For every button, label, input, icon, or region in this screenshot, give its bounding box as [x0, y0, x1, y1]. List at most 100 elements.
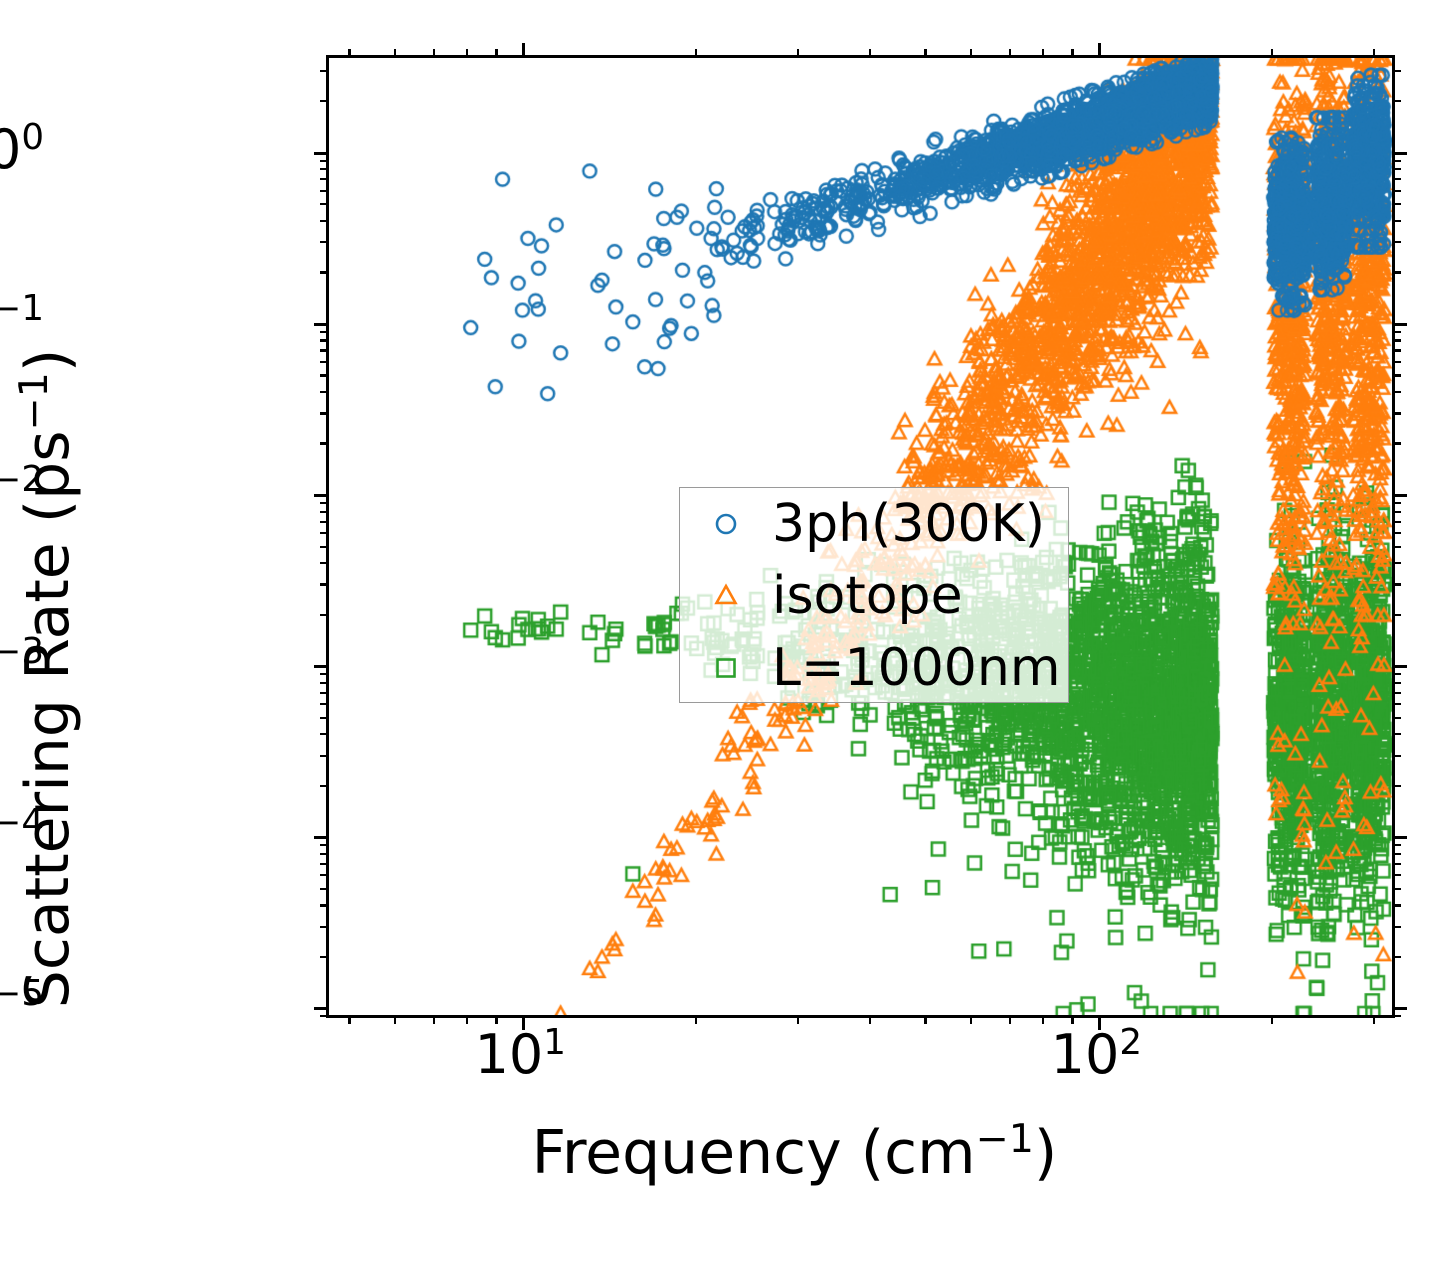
y-minor-tick-right — [1392, 852, 1401, 856]
y-minor-tick-right — [1392, 925, 1401, 928]
y-minor-tick — [320, 390, 329, 394]
legend-label-length: L=1000nm — [772, 638, 1061, 698]
y-major-tick-right — [1392, 493, 1407, 497]
y-minor-tick-right — [1392, 100, 1401, 103]
x-minor-tick-top — [1372, 49, 1375, 58]
y-minor-tick-right — [1392, 374, 1401, 377]
x-minor-tick — [1372, 1015, 1375, 1024]
y-tick-label: 10−4 — [0, 804, 44, 862]
y-minor-tick — [320, 271, 329, 274]
y-minor-tick-right — [1392, 189, 1401, 192]
x-tick-label: 101 — [475, 1025, 566, 1082]
y-minor-tick — [320, 545, 329, 548]
y-minor-tick-right — [1392, 330, 1401, 333]
legend-entry-isotope[interactable]: isotope — [680, 560, 1068, 632]
y-minor-tick — [320, 733, 329, 736]
y-minor-tick-right — [1392, 219, 1401, 222]
y-axis-title-close: ) — [13, 348, 83, 373]
y-minor-tick-right — [1392, 583, 1401, 586]
y-minor-tick — [320, 874, 329, 877]
y-tick-exponent: −3 — [0, 630, 44, 672]
x-minor-tick-top — [1271, 49, 1274, 58]
y-minor-tick — [320, 887, 329, 890]
y-minor-tick — [320, 716, 329, 719]
y-minor-tick — [320, 862, 329, 865]
x-minor-tick-top — [1041, 49, 1045, 58]
y-minor-tick — [320, 412, 329, 415]
y-minor-tick-right — [1392, 178, 1401, 181]
x-minor-tick — [924, 1015, 927, 1024]
x-minor-tick — [495, 1015, 498, 1024]
y-major-tick-right — [1392, 665, 1407, 669]
x-minor-tick-top — [970, 49, 973, 58]
legend-entry-length[interactable]: L=1000nm — [680, 632, 1068, 704]
x-tick-exponent: 1 — [543, 1022, 566, 1063]
x-minor-tick — [868, 1015, 871, 1024]
x-major-tick-top — [1097, 43, 1101, 58]
x-minor-tick — [393, 1015, 397, 1024]
x-minor-tick-top — [868, 49, 871, 58]
y-minor-tick-right — [1392, 703, 1401, 706]
y-minor-tick-right — [1392, 716, 1401, 719]
legend-entry-3ph[interactable]: 3ph(300K) — [680, 488, 1068, 560]
x-tick-label: 102 — [1051, 1025, 1142, 1082]
x-major-tick-top — [521, 43, 525, 58]
y-tick-label: 10−3 — [0, 633, 44, 691]
y-major-tick — [314, 665, 329, 669]
x-minor-tick — [1071, 1015, 1074, 1024]
x-axis-title-exponent: −1 — [975, 1116, 1034, 1162]
y-minor-tick — [320, 510, 329, 513]
y-minor-tick-right — [1392, 681, 1401, 684]
y-minor-tick-right — [1392, 271, 1401, 274]
y-tick-exponent: −2 — [0, 459, 44, 501]
x-minor-tick — [1271, 1015, 1274, 1024]
legend-label-3ph: 3ph(300K) — [772, 494, 1045, 554]
y-minor-tick-right — [1392, 510, 1401, 513]
y-minor-tick — [320, 178, 329, 181]
y-tick-label: 10−2 — [0, 462, 44, 519]
y-minor-tick-right — [1392, 1015, 1401, 1018]
y-minor-tick — [320, 703, 329, 706]
y-minor-tick-right — [1392, 442, 1401, 445]
y-major-tick-right — [1392, 322, 1407, 326]
y-tick-exponent: −5 — [0, 972, 44, 1014]
x-minor-tick — [695, 1015, 698, 1024]
y-minor-tick — [320, 925, 329, 928]
y-minor-tick — [320, 784, 329, 787]
y-major-tick — [314, 322, 329, 326]
y-minor-tick — [320, 339, 329, 342]
y-minor-tick-right — [1392, 955, 1401, 959]
y-minor-tick — [320, 349, 329, 352]
y-minor-tick — [320, 360, 329, 363]
plot-axes: 3ph(300K) isotope L=1000nm — [314, 43, 1407, 1030]
square-open-icon — [680, 648, 772, 688]
y-minor-tick — [320, 168, 329, 171]
circle-open-icon — [680, 504, 772, 544]
x-minor-tick-top — [796, 49, 799, 58]
y-minor-tick-right — [1392, 784, 1401, 787]
y-minor-tick-right — [1392, 501, 1401, 504]
y-minor-tick — [320, 189, 329, 192]
x-axis-title-text: Frequency (cm — [531, 1118, 976, 1188]
y-minor-tick — [320, 955, 329, 959]
x-tick-exponent: 2 — [1119, 1022, 1142, 1063]
y-minor-tick-right — [1392, 733, 1401, 736]
y-major-tick-right — [1392, 836, 1407, 840]
y-minor-tick-right — [1392, 904, 1401, 907]
x-tick-mantissa: 10 — [474, 1023, 544, 1086]
legend[interactable]: 3ph(300K) isotope L=1000nm — [679, 487, 1069, 703]
y-minor-tick — [320, 852, 329, 856]
y-minor-tick — [320, 241, 329, 244]
y-minor-tick — [320, 330, 329, 333]
x-minor-tick-top — [924, 49, 927, 58]
y-minor-tick — [320, 681, 329, 684]
y-tick-exponent: 0 — [21, 117, 44, 159]
x-tick-mantissa: 10 — [1050, 1023, 1120, 1086]
y-minor-tick — [320, 159, 329, 162]
y-minor-tick-right — [1392, 862, 1401, 865]
x-minor-tick — [1041, 1015, 1045, 1024]
y-minor-tick — [320, 754, 329, 757]
y-minor-tick-right — [1392, 844, 1401, 847]
x-minor-tick-top — [393, 49, 397, 58]
